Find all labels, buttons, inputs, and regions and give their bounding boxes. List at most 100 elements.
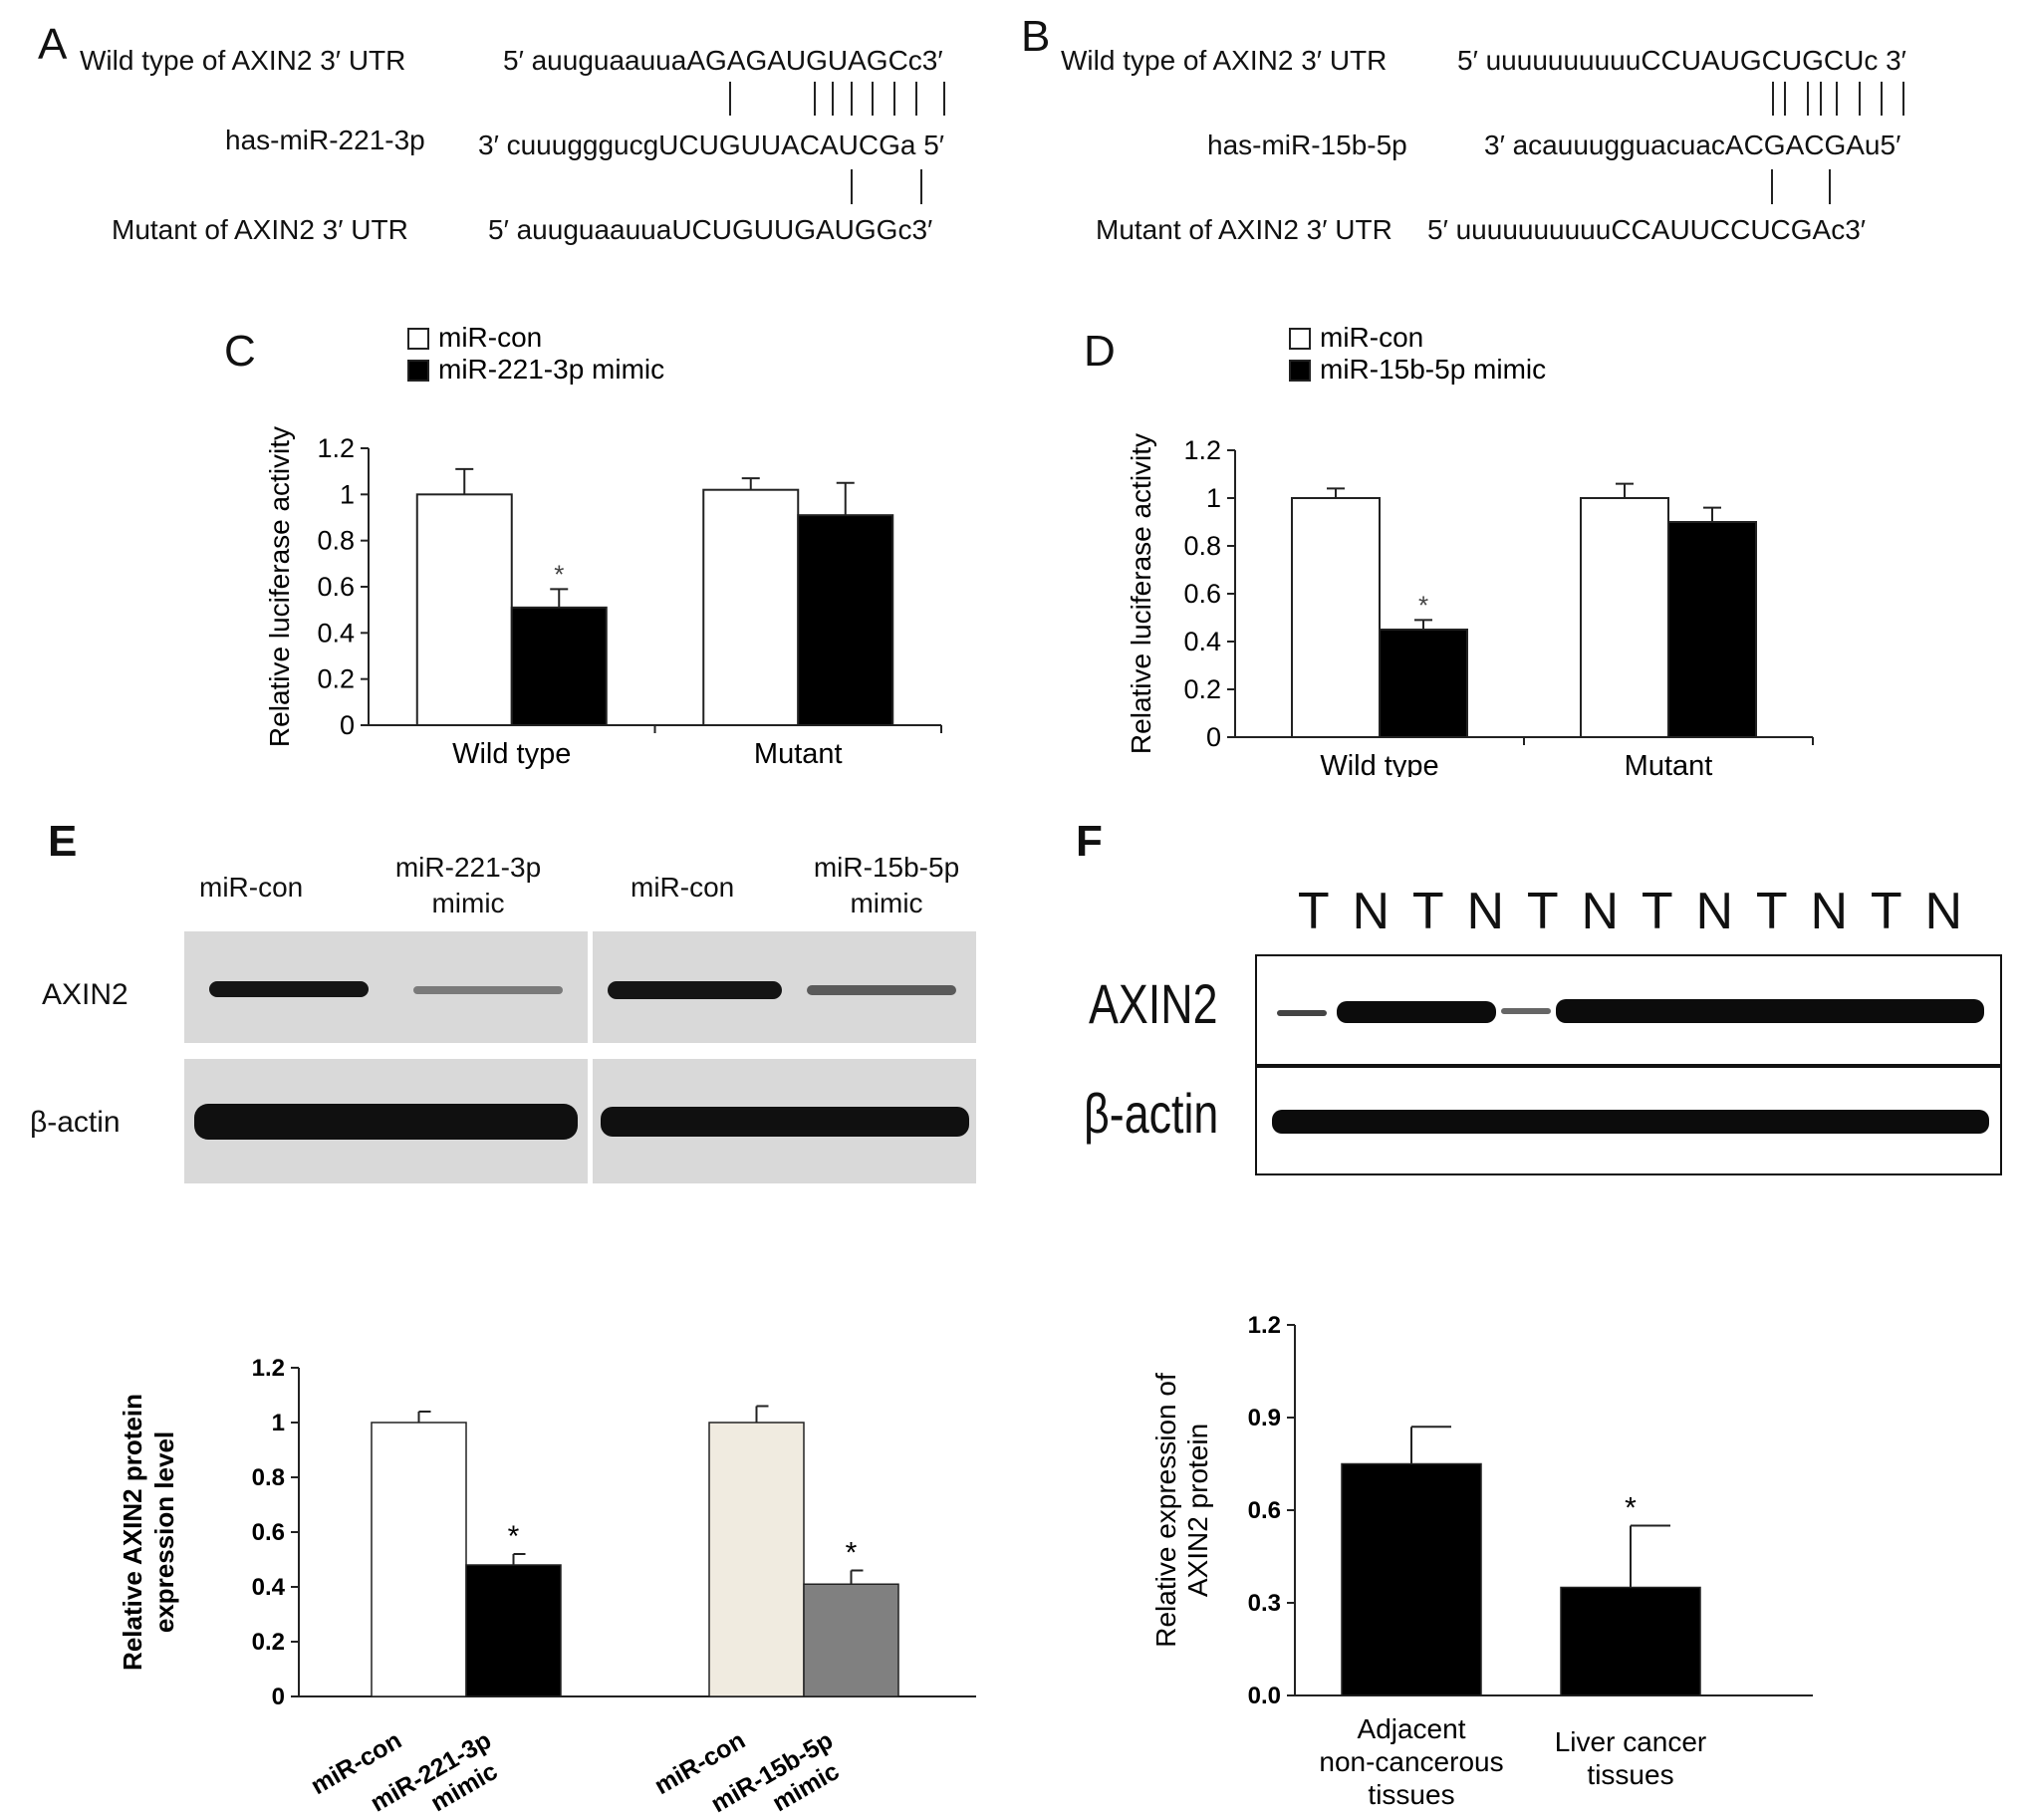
- western-blot-image: [593, 931, 976, 1043]
- lane-label: T: [1641, 883, 1673, 940]
- y-axis-label: Relative expression of: [1150, 1373, 1181, 1648]
- western-blot-image: [184, 1059, 588, 1183]
- y-tick-label: 0: [340, 710, 355, 740]
- blot-header: miR-15b-5p mimic: [813, 852, 960, 919]
- y-tick-label: 0.6: [317, 572, 355, 602]
- lane-label: N: [1352, 883, 1391, 940]
- blot-row-label: AXIN2: [42, 978, 128, 1011]
- panel-letter-b: B: [1021, 12, 1051, 61]
- y-tick-label: 0.0: [1248, 1683, 1281, 1709]
- sequence-label: Wild type of AXIN2 3′ UTR: [1061, 45, 1388, 76]
- sequence-label: has-miR-15b-5p: [1207, 130, 1407, 160]
- sequence-text: 5′ auuguaauuaUCUGUUGAUGGc3′: [488, 214, 933, 245]
- x-tick-label: Mutant: [1625, 750, 1713, 777]
- significance-marker: *: [846, 1537, 858, 1570]
- sequence-text: 5′ uuuuuuuuuuCCUAUGCUGCUc 3′: [1457, 45, 1906, 76]
- y-tick-label: 0.4: [1183, 627, 1221, 656]
- y-tick-label: 1.2: [1183, 435, 1221, 465]
- sequence-text: 5′ auuguaauuaAGAGAUGUAGCc3′: [503, 45, 943, 76]
- lane-label: T: [1755, 883, 1788, 940]
- lane-label: N: [1581, 883, 1620, 940]
- bar: [1379, 629, 1468, 738]
- y-tick-label: 1: [1206, 483, 1221, 513]
- x-tick-label: Mutant: [754, 738, 843, 770]
- y-axis-label: Relative luciferase activity: [264, 426, 295, 747]
- y-tick-label: 0.6: [252, 1519, 285, 1546]
- y-tick-label: 1: [272, 1410, 285, 1436]
- bar: [1291, 497, 1381, 738]
- bar: [797, 514, 894, 726]
- legend-swatch: [1289, 328, 1311, 350]
- y-tick-label: 0.6: [1183, 579, 1221, 609]
- y-tick-label: 1: [340, 479, 355, 509]
- sequence-label: Mutant of AXIN2 3′ UTR: [1096, 214, 1392, 245]
- sequence-label: Mutant of AXIN2 3′ UTR: [112, 214, 408, 245]
- western-blot-image: [1255, 954, 2002, 1066]
- bar: [510, 606, 608, 727]
- y-tick-label: 1.2: [252, 1355, 285, 1382]
- x-tick-label: Liver cancer tissues: [1555, 1726, 1707, 1790]
- bar: [415, 493, 513, 726]
- legend-swatch: [407, 328, 429, 350]
- lane-label: N: [1695, 883, 1734, 940]
- significance-marker: *: [1418, 590, 1428, 620]
- y-tick-label: 0.2: [317, 664, 355, 694]
- lane-label: N: [1466, 883, 1505, 940]
- sequence-label: Wild type of AXIN2 3′ UTR: [80, 45, 406, 76]
- bar: [702, 488, 800, 726]
- bar: [1341, 1462, 1482, 1696]
- panel-letter-e: E: [48, 817, 78, 866]
- y-tick-label: 0.8: [1183, 531, 1221, 561]
- y-tick-label: 0.8: [317, 526, 355, 556]
- y-tick-label: 0: [272, 1684, 285, 1710]
- y-tick-label: 0.4: [317, 618, 355, 648]
- bar: [708, 1422, 805, 1697]
- y-axis-label: AXIN2 protein: [1182, 1424, 1213, 1597]
- blot-header: miR-221-3p mimic: [394, 852, 542, 919]
- y-tick-label: 0.4: [252, 1574, 286, 1601]
- western-blot-image: [593, 1059, 976, 1183]
- x-tick-label: Adjacent non-cancerous tissues: [1319, 1713, 1503, 1810]
- y-tick-label: 0.2: [252, 1629, 285, 1656]
- significance-marker: *: [508, 1520, 520, 1553]
- lane-label: N: [1924, 883, 1963, 940]
- y-axis-label: Relative AXIN2 protein: [118, 1394, 147, 1671]
- sequence-label: has-miR-221-3p: [225, 125, 425, 155]
- sequence-text: 3′ cuuugggucgUCUGUUACAUCGa 5′: [478, 130, 945, 160]
- bar: [1580, 497, 1669, 738]
- significance-marker: *: [1625, 1492, 1637, 1525]
- legend-swatch: [407, 360, 429, 382]
- panel-letter-a: A: [38, 20, 68, 69]
- legend-label: miR-221-3p mimic: [438, 354, 664, 385]
- y-axis-label: Relative luciferase activity: [1126, 433, 1156, 754]
- y-axis-label: expression level: [149, 1431, 179, 1633]
- western-blot-image: [184, 931, 588, 1043]
- pairing-lines-b: [1771, 82, 1904, 204]
- lane-label: T: [1526, 883, 1559, 940]
- panel-letter-d: D: [1084, 327, 1116, 376]
- y-tick-label: 0.9: [1248, 1405, 1281, 1431]
- y-tick-label: 0.8: [252, 1464, 285, 1491]
- legend-label: miR-con: [1320, 322, 1423, 353]
- y-tick-label: 0.2: [1183, 674, 1221, 704]
- blot-header: miR-con: [631, 872, 735, 903]
- lane-label: T: [1411, 883, 1444, 940]
- legend-label: miR-con: [438, 322, 542, 353]
- lane-label: T: [1870, 883, 1902, 940]
- bar: [465, 1564, 562, 1697]
- sequence-text: 5′ uuuuuuuuuuCCAUUCCUCGAc3′: [1427, 214, 1867, 245]
- panel-letter-f: F: [1076, 817, 1103, 866]
- y-tick-label: 1.2: [1248, 1312, 1281, 1339]
- blot-row-label: β-actin: [30, 1106, 121, 1139]
- western-blot-image: [1255, 1066, 2002, 1175]
- lane-label: T: [1297, 883, 1330, 940]
- lane-label: N: [1810, 883, 1849, 940]
- x-tick-label: Wild type: [1320, 750, 1438, 777]
- sequence-text: 3′ acauuugguacuacACGACGAu5′: [1484, 130, 1901, 160]
- bar: [1560, 1586, 1701, 1696]
- x-tick-label: Wild type: [452, 738, 571, 770]
- y-tick-label: 0: [1206, 722, 1221, 752]
- bar: [803, 1583, 899, 1697]
- chart-e: 0 0.2 0.4 0.6 0.8 1 1.2 Relative AXIN2 protein e…: [118, 1355, 976, 1818]
